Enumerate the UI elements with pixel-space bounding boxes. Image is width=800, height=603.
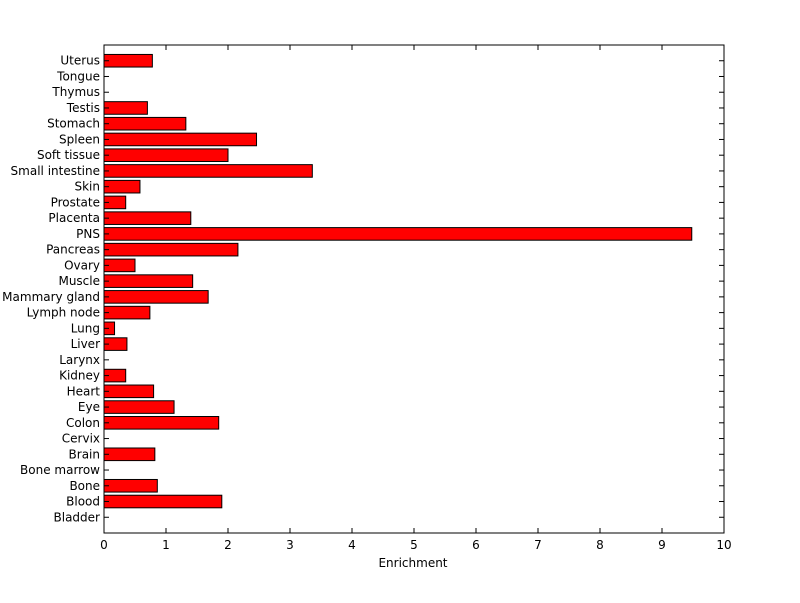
bar-pancreas	[103, 242, 239, 257]
y-tick-label: Blood	[66, 495, 100, 509]
bars-layer	[103, 53, 693, 509]
y-tick-label: Testis	[66, 101, 100, 115]
y-tick-label: Liver	[71, 337, 101, 351]
y-tick-label: Bone marrow	[20, 463, 100, 477]
y-tick-label: Pancreas	[46, 243, 100, 257]
ticks-layer	[103, 45, 725, 533]
y-tick-label: Small intestine	[11, 164, 100, 178]
x-tick-label: 7	[534, 538, 542, 552]
bar-spleen	[103, 132, 258, 147]
bar-blood	[103, 494, 223, 509]
y-tick-label: Lymph node	[27, 306, 100, 320]
y-tick-label: Prostate	[51, 195, 100, 209]
x-tick-label: 2	[224, 538, 232, 552]
bar-mammary-gland	[103, 290, 209, 304]
y-tick-label: Heart	[67, 384, 101, 398]
y-tick-label: Thymus	[51, 85, 100, 99]
plot-area	[104, 45, 724, 533]
y-tick-label: Spleen	[59, 132, 100, 146]
y-tick-label: Brain	[69, 447, 100, 461]
y-tick-label: Cervix	[62, 432, 100, 446]
bar-brain	[103, 447, 156, 462]
bar-colon	[103, 416, 220, 430]
bar-small-intestine	[103, 164, 313, 178]
bar-heart	[103, 384, 155, 399]
y-tick-label: Bladder	[54, 510, 101, 524]
bar-uterus	[103, 53, 153, 68]
bar-soft-tissue	[103, 148, 229, 162]
x-tick-label: 5	[410, 538, 418, 552]
x-tick-label: 6	[472, 538, 480, 552]
y-tick-label: Skin	[74, 180, 100, 194]
y-tick-label: Eye	[78, 400, 100, 414]
x-tick-label: 8	[596, 538, 604, 552]
bar-placenta	[103, 211, 192, 225]
x-tick-label: 4	[348, 538, 356, 552]
y-tick-label: Uterus	[60, 54, 100, 68]
y-tick-label: Placenta	[48, 211, 100, 225]
bar-muscle	[103, 274, 194, 288]
y-tick-label: Colon	[66, 416, 100, 430]
bar-pns	[103, 227, 693, 241]
bar-eye	[103, 400, 175, 414]
y-tick-label: Soft tissue	[37, 148, 100, 162]
x-tick-label: 10	[716, 538, 731, 552]
x-axis-label: Enrichment	[378, 556, 447, 570]
bar-stomach	[103, 116, 187, 131]
y-tick-label: PNS	[76, 227, 100, 241]
y-tick-label: Mammary gland	[2, 290, 100, 304]
y-tick-label: Muscle	[58, 274, 100, 288]
y-tick-label: Kidney	[59, 369, 100, 383]
y-tick-label: Ovary	[64, 258, 100, 272]
y-tick-label: Lung	[71, 321, 100, 335]
bar-bone	[103, 478, 158, 493]
y-tick-label: Tongue	[56, 69, 100, 83]
y-tick-label: Stomach	[47, 117, 100, 131]
y-tick-label: Bone	[69, 479, 100, 493]
bar-testis	[103, 101, 148, 115]
x-tick-label: 1	[162, 538, 170, 552]
y-tick-label: Larynx	[59, 353, 100, 367]
bar-skin	[103, 179, 141, 194]
bar-lymph-node	[103, 305, 151, 320]
x-tick-label: 0	[100, 538, 108, 552]
x-tick-labels: 0 1 2 3 4 5 6 7 8 9 10	[100, 538, 731, 552]
x-tick-label: 9	[658, 538, 666, 552]
x-tick-label: 3	[286, 538, 294, 552]
plot-frame	[103, 44, 725, 534]
